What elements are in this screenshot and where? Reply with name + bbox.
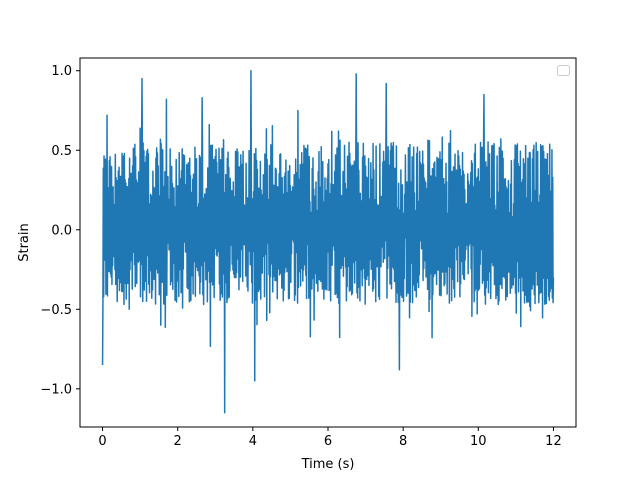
series-layer xyxy=(101,69,555,414)
y-axis-label: Strain xyxy=(17,223,32,262)
y-axis: −1.0 −0.5 0.0 0.5 1.0 xyxy=(40,64,80,397)
x-tick-label: 4 xyxy=(249,434,257,449)
x-axis: 0 2 4 6 8 10 12 xyxy=(98,427,562,449)
x-tick-label: 6 xyxy=(324,434,332,449)
x-tick-label: 10 xyxy=(470,434,487,449)
x-axis-label: Time (s) xyxy=(301,457,355,472)
y-tick-label: 0.5 xyxy=(51,144,72,159)
legend-box xyxy=(557,65,570,76)
y-tick-label: 1.0 xyxy=(51,64,72,79)
y-tick-label: 0.0 xyxy=(51,223,72,238)
x-tick-label: 2 xyxy=(174,434,182,449)
strain-series-line xyxy=(101,69,555,414)
x-tick-label: 12 xyxy=(545,434,562,449)
x-tick-label: 8 xyxy=(399,434,407,449)
y-tick-label: −1.0 xyxy=(40,382,72,397)
x-tick-label: 0 xyxy=(98,434,106,449)
y-tick-label: −0.5 xyxy=(40,303,72,318)
